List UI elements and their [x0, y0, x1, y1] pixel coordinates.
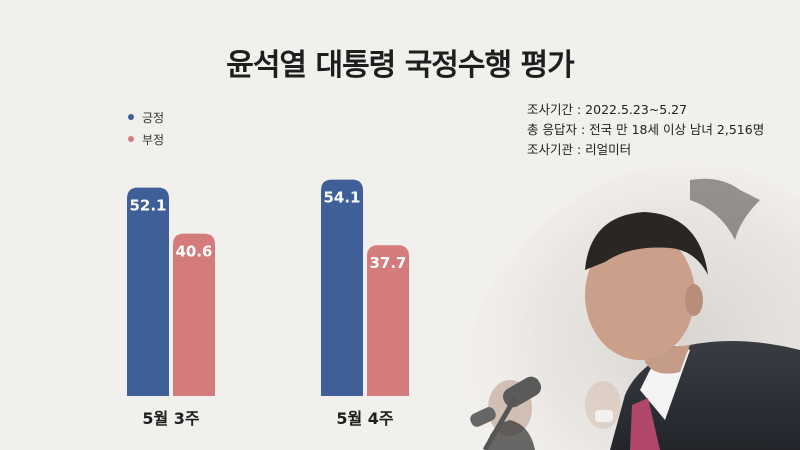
bar-positive-1 [321, 179, 363, 396]
data-label-positive-0: 52.1 [129, 197, 166, 215]
survey-respondents: 총 응답자 : 전국 만 18세 이상 남녀 2,516명 [527, 122, 765, 137]
bar-positive-0 [127, 187, 169, 396]
category-label-1: 5월 4주 [336, 409, 394, 428]
bar-negative-0 [173, 233, 215, 396]
legend-item-positive: 긍정 [128, 106, 164, 128]
data-label-negative-1: 37.7 [369, 254, 406, 272]
legend-dot-positive [128, 114, 134, 120]
data-label-positive-1: 54.1 [323, 189, 360, 207]
legend-label-negative: 부정 [142, 132, 165, 147]
survey-agency: 조사기관 : 리얼미터 [527, 142, 632, 157]
survey-info: 조사기간 : 2022.5.23~5.27 총 응답자 : 전국 만 18세 이… [527, 100, 764, 160]
survey-period: 조사기간 : 2022.5.23~5.27 [527, 102, 688, 117]
data-label-negative-0: 40.6 [175, 243, 212, 261]
page-title: 윤석열 대통령 국정수행 평가 [226, 48, 575, 83]
legend-label-positive: 긍정 [142, 110, 165, 125]
bar-negative-1 [367, 245, 409, 396]
legend-dot-negative [128, 136, 134, 142]
category-label-0: 5월 3주 [142, 409, 200, 428]
legend-item-negative: 부정 [128, 128, 164, 150]
chart-legend: 긍정 부정 [128, 106, 164, 150]
